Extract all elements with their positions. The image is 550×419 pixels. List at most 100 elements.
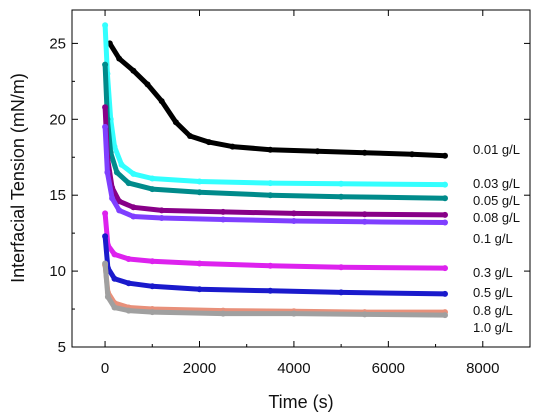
series-label: 0.1 g/L [473, 231, 513, 246]
series-line [102, 124, 448, 225]
data-point [442, 195, 448, 202]
data-point [442, 219, 448, 226]
data-point [125, 256, 132, 262]
data-point [338, 193, 345, 200]
series-1.0gL [102, 260, 448, 319]
data-point [130, 213, 137, 220]
series-label: 0.5 g/L [473, 285, 513, 300]
x-tick-label: 4000 [277, 360, 310, 377]
y-tick-label: 10 [49, 263, 66, 280]
data-point [125, 280, 132, 287]
data-point [409, 151, 415, 158]
series-label: 0.03 g/L [473, 176, 520, 191]
data-point [172, 119, 179, 126]
data-point [196, 260, 203, 267]
series-line [102, 62, 448, 201]
data-point [442, 265, 448, 272]
data-point [361, 218, 368, 225]
data-point [442, 181, 448, 188]
data-point [104, 293, 111, 300]
series-label: 0.05 g/L [473, 193, 520, 208]
data-point [229, 143, 236, 150]
x-axis-title: Time (s) [268, 392, 333, 412]
data-point [111, 275, 118, 282]
data-point [158, 207, 165, 214]
data-point [267, 287, 274, 294]
data-point [196, 286, 203, 293]
data-point [130, 170, 137, 177]
data-point [116, 198, 123, 205]
plot-frame [71, 9, 531, 348]
data-point [113, 169, 120, 176]
data-point [104, 169, 111, 176]
data-point [187, 133, 193, 139]
series-labels: 0.01 g/L 0.03 g/L 0.05 g/L 0.08 g/L 0.1 g/L 0… [473, 142, 520, 335]
data-point [158, 215, 165, 221]
data-point [267, 180, 274, 187]
data-point [111, 304, 118, 311]
series-label: 0.8 g/L [473, 303, 513, 318]
data-point [442, 152, 448, 159]
data-point [111, 251, 118, 258]
data-point [109, 195, 116, 202]
data-point [118, 161, 125, 168]
data-point [130, 67, 137, 74]
data-point [116, 207, 123, 214]
data-point [102, 210, 109, 217]
data-point [290, 310, 297, 317]
data-point [149, 309, 156, 316]
series-0.1gL [102, 123, 448, 226]
data-point [442, 312, 448, 319]
data-point [158, 98, 165, 105]
data-point [314, 148, 321, 155]
x-tick-label: 2000 [183, 360, 216, 377]
data-point [144, 81, 151, 88]
data-point [361, 311, 368, 318]
data-point [149, 186, 156, 193]
data-point [102, 104, 109, 111]
data-point [116, 55, 123, 62]
data-point [111, 143, 118, 150]
y-axis-title: Interfacial Tension (mN/m) [8, 73, 28, 283]
data-point [442, 290, 448, 297]
data-point [125, 307, 132, 314]
data-point [102, 233, 109, 240]
series-0.01gL [106, 40, 448, 159]
data-point [220, 310, 227, 317]
series-0.5gL [102, 233, 448, 297]
y-tick-label: 5 [58, 339, 66, 356]
data-point [442, 211, 448, 218]
data-point [102, 22, 109, 29]
data-point [338, 264, 345, 271]
data-point [205, 139, 212, 146]
series-0.08gL [102, 104, 448, 218]
series-0.03gL [102, 22, 448, 188]
x-tick-label: 8000 [466, 360, 499, 377]
series-label: 0.3 g/L [473, 265, 513, 280]
data-point [149, 175, 156, 182]
data-point [267, 192, 274, 199]
data-point [102, 260, 109, 267]
x-tick-label: 0 [101, 360, 109, 377]
data-point [149, 283, 156, 290]
y-tick-label: 15 [49, 187, 66, 204]
data-point [267, 262, 274, 269]
data-point [102, 123, 109, 130]
series-label: 0.08 g/L [473, 210, 520, 225]
data-point [361, 211, 368, 218]
series-0.05gL [102, 61, 448, 202]
series-layer [102, 22, 448, 319]
data-point [220, 208, 227, 215]
series-line [107, 40, 448, 159]
data-point [196, 189, 203, 196]
data-point [290, 210, 297, 217]
data-point [338, 180, 345, 187]
axis-ticks: 0 2000 4000 6000 8000 5 10 15 20 25 [49, 10, 530, 377]
data-point [102, 61, 109, 68]
data-point [130, 204, 137, 211]
data-point [149, 258, 156, 265]
series-label: 1.0 g/L [473, 320, 513, 335]
data-point [267, 146, 274, 153]
y-tick-label: 20 [49, 111, 66, 128]
